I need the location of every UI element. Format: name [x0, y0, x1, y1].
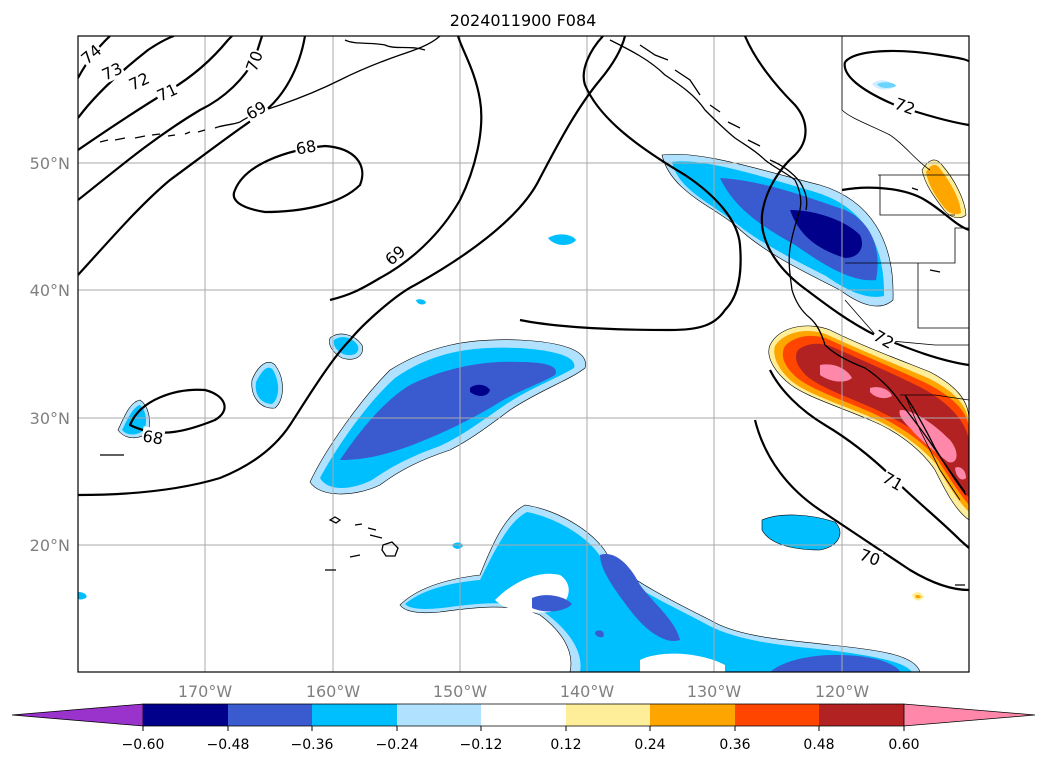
lat-label: 40°N	[30, 281, 70, 300]
colorbar-tick-label: 0.24	[634, 737, 665, 753]
colorbar-tick-label: 0.60	[888, 737, 919, 753]
colorbar: −0.60 −0.48 −0.36 −0.24 −0.12 0.12 0.24 …	[11, 703, 1036, 753]
colorbar-segment	[735, 704, 819, 726]
lat-label: 50°N	[30, 154, 70, 173]
longitude-labels: 170°W 160°W 150°W 140°W 130°W 120°W	[178, 682, 870, 701]
colorbar-tick-label: −0.60	[122, 737, 165, 753]
colorbar-segment	[228, 704, 312, 726]
graticule	[78, 36, 969, 672]
colorbar-segment	[397, 704, 481, 726]
lat-label: 20°N	[30, 536, 70, 555]
lon-label: 120°W	[815, 682, 870, 701]
colorbar-ticks	[142, 726, 905, 731]
colorbar-segment	[566, 704, 650, 726]
contour-label: 68	[294, 136, 317, 158]
political-borders	[841, 36, 969, 501]
map-title: 2024011900 F084	[450, 11, 597, 30]
colorbar-segment	[143, 704, 228, 726]
colorbar-max-extend	[903, 703, 1036, 727]
map-frame	[77, 35, 970, 673]
contour-label: 68	[141, 426, 164, 448]
colorbar-tick-label: 0.48	[803, 737, 834, 753]
colorbar-tick-label: −0.36	[291, 737, 334, 753]
lon-label: 130°W	[687, 682, 742, 701]
lon-label: 160°W	[306, 682, 361, 701]
latitude-labels: 50°N 40°N 30°N 20°N	[30, 154, 70, 555]
colorbar-tick-label: −0.24	[376, 737, 419, 753]
colorbar-tick-label: 0.12	[550, 737, 581, 753]
colorbar-segment	[650, 704, 735, 726]
lon-label: 170°W	[178, 682, 233, 701]
lon-label: 140°W	[560, 682, 615, 701]
lon-label: 150°W	[433, 682, 488, 701]
colorbar-tick-label: −0.48	[207, 737, 250, 753]
colorbar-segment	[819, 704, 904, 726]
colorbar-tick-label: −0.12	[460, 737, 503, 753]
lat-label: 30°N	[30, 409, 70, 428]
colorbar-segment	[312, 704, 397, 726]
colorbar-segment	[481, 704, 566, 726]
colorbar-min-extend	[11, 703, 144, 727]
colorbar-tick-label: 0.36	[719, 737, 750, 753]
